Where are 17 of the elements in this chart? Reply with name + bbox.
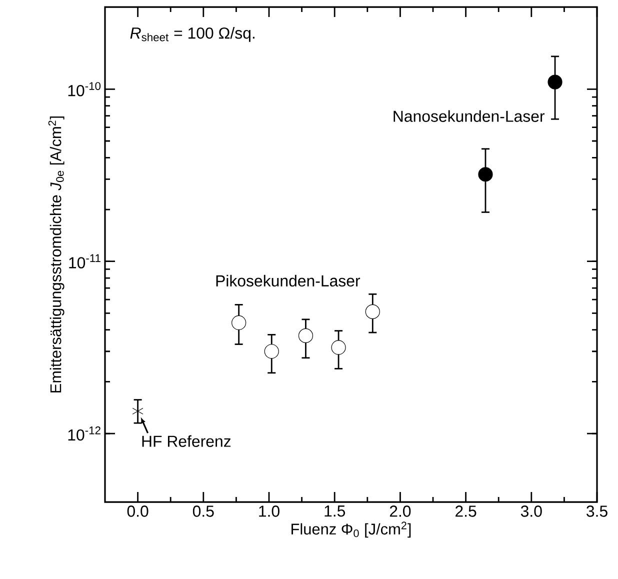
y-axis-title: Emittersättigungsstromdichte J$_{0e}$ [A/cm$^{2}$] bbox=[48, 116, 64, 392]
x-tick-label: 3.0 bbox=[520, 506, 542, 517]
x-tick-label: 3.5 bbox=[586, 506, 608, 517]
y-tick-label: 10$^{-10}$ bbox=[68, 82, 101, 96]
legend-label: HF Referenz bbox=[142, 435, 231, 447]
y-tick-label: 10$^{-12}$ bbox=[68, 426, 100, 441]
x-tick-label: 2.5 bbox=[456, 506, 476, 517]
x-tick-label: 1.0 bbox=[259, 506, 280, 517]
annotation: R$_{sheet}$ = 100 Ω/sq. bbox=[130, 27, 254, 42]
series-label: Nanosekunden-Laser bbox=[394, 110, 545, 122]
x-tick-label: 0.5 bbox=[192, 506, 214, 517]
x-tick-label: 0.0 bbox=[127, 506, 148, 517]
series-label: Pikosekunden-Laser bbox=[216, 274, 360, 287]
y-tick-label: 10$^{-11}$ bbox=[69, 254, 100, 268]
x-tick-label: 1.5 bbox=[324, 506, 346, 517]
x-axis-title: Fluenz Φ$_{0}$ [J/cm$^{2}$] bbox=[292, 522, 411, 538]
x-tick-label: 2.0 bbox=[390, 506, 411, 517]
